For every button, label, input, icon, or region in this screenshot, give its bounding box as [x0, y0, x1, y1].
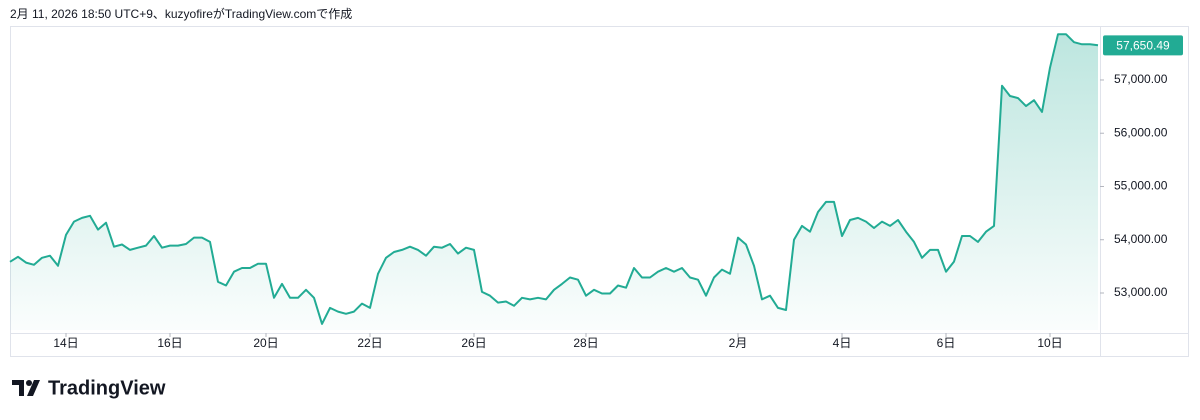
x-tick-label: 20日 [253, 336, 278, 350]
y-tick-label: 55,000.00 [1114, 179, 1168, 193]
area [10, 34, 1098, 330]
line [9, 33, 1099, 325]
logo-icon [26, 380, 32, 386]
x-tick-label: 6日 [937, 336, 956, 350]
x-tick-label: 28日 [573, 336, 598, 350]
logo-icon [27, 380, 40, 396]
logo-icon [12, 380, 24, 396]
y-tick-label: 57,000.00 [1114, 72, 1168, 86]
x-tick-label: 22日 [357, 336, 382, 350]
x-tick-label: 16日 [157, 336, 182, 350]
x-tick-label: 14日 [53, 336, 78, 350]
x-tick-label: 4日 [833, 336, 852, 350]
y-tick-label: 53,000.00 [1114, 285, 1168, 299]
x-tick-label: 26日 [461, 336, 486, 350]
y-tick-label: 56,000.00 [1114, 125, 1168, 139]
price-label-box [1103, 35, 1183, 56]
chart-frame [10, 26, 1189, 357]
brand: TradingView [48, 377, 166, 399]
header: 2月 11, 2026 18:50 UTC+9、kuzyofireがTradin… [10, 6, 352, 21]
price-label: 57,650.49 [1116, 39, 1170, 53]
x-tick-label: 2月 [729, 336, 748, 350]
y-tick-label: 54,000.00 [1114, 232, 1168, 246]
logo: TradingView [12, 377, 166, 399]
x-tick-label: 10日 [1037, 336, 1062, 350]
